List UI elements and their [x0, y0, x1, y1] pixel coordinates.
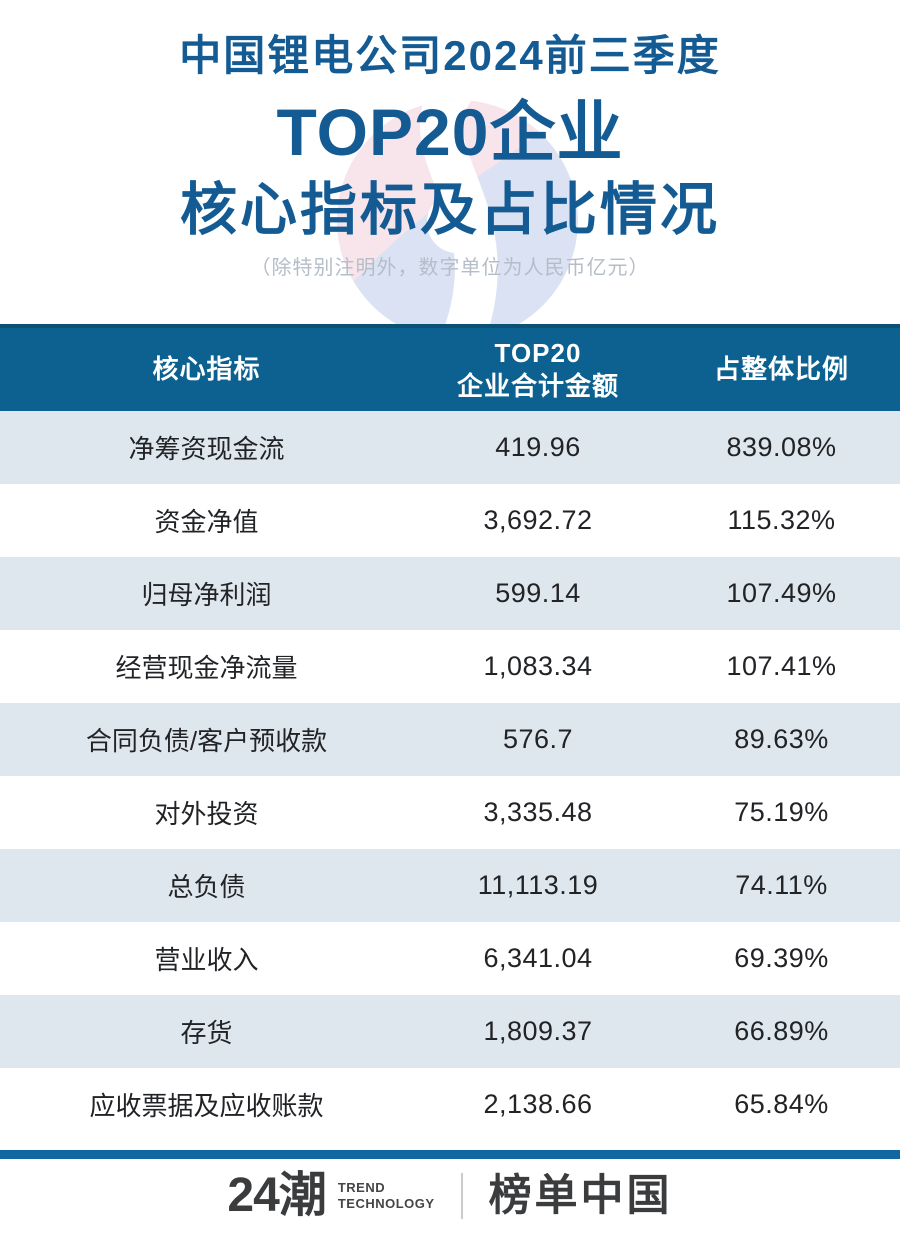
- brand-bangdan-china-logo: 榜单中国: [488, 1171, 673, 1220]
- footer-divider: [460, 1173, 463, 1219]
- table-row: 合同负债/客户预收款 576.7 89.63%: [0, 703, 900, 776]
- table-row: 总负债 11,113.19 74.11%: [0, 849, 900, 922]
- row-label: 存货: [180, 1018, 233, 1048]
- row-label: 净筹资现金流: [128, 434, 285, 464]
- row-ratio: 69.39%: [734, 943, 829, 973]
- page-title-line2: TOP20企业: [276, 95, 624, 170]
- table-header-row: 核心指标 TOP20 企业合计金额 占整体比例: [0, 324, 900, 411]
- row-amount: 3,692.72: [483, 505, 593, 535]
- row-label: 总负债: [167, 872, 246, 902]
- brand-trend-technology-label: TREND TECHNOLOGY: [337, 1179, 435, 1211]
- page-title-line3: 核心指标及占比情况: [180, 178, 720, 243]
- accent-bar: [0, 1150, 900, 1159]
- row-label: 归母净利润: [141, 580, 272, 610]
- row-amount: 11,113.19: [477, 870, 599, 900]
- table-row: 经营现金净流量 1,083.34 107.41%: [0, 630, 900, 703]
- row-ratio: 75.19%: [734, 797, 829, 827]
- row-amount: 6,341.04: [483, 943, 593, 973]
- table-row: 存货 1,809.37 66.89%: [0, 995, 900, 1068]
- footer-brands: 24潮 TREND TECHNOLOGY 榜单中国: [0, 1164, 900, 1228]
- row-amount: 2,138.66: [483, 1089, 593, 1119]
- row-ratio: 839.08%: [726, 432, 837, 462]
- row-amount: 1,809.37: [483, 1016, 593, 1046]
- row-label: 合同负债/客户预收款: [85, 726, 328, 756]
- title-block: 中国锂电公司2024前三季度 TOP20企业 核心指标及占比情况 （除特别注明外…: [0, 32, 900, 280]
- table-row: 归母净利润 599.14 107.49%: [0, 557, 900, 630]
- unit-note: （除特别注明外，数字单位为人民币亿元）: [250, 257, 650, 280]
- page-title-line1: 中国锂电公司2024前三季度: [179, 32, 721, 79]
- row-label: 资金净值: [154, 507, 259, 537]
- table-row: 应收票据及应收账款 2,138.66 65.84%: [0, 1068, 900, 1141]
- row-amount: 419.96: [495, 432, 581, 462]
- row-ratio: 107.41%: [726, 651, 837, 681]
- table-row: 资金净值 3,692.72 115.32%: [0, 484, 900, 557]
- row-amount: 3,335.48: [483, 797, 593, 827]
- row-label: 营业收入: [154, 945, 259, 975]
- row-ratio: 66.89%: [734, 1016, 829, 1046]
- row-ratio: 89.63%: [734, 724, 829, 754]
- indicator-table: 核心指标 TOP20 企业合计金额 占整体比例 净筹资现金流 419.96 83…: [0, 324, 900, 1141]
- table-row: 净筹资现金流 419.96 839.08%: [0, 411, 900, 484]
- row-ratio: 107.49%: [726, 578, 837, 608]
- brand-24chao-logo: 24潮: [227, 1169, 326, 1222]
- row-label: 应收票据及应收账款: [89, 1091, 324, 1121]
- row-label: 对外投资: [154, 799, 259, 829]
- row-amount: 1,083.34: [483, 651, 593, 681]
- table-row: 营业收入 6,341.04 69.39%: [0, 922, 900, 995]
- column-header-ratio: 占整体比例: [713, 354, 849, 385]
- row-ratio: 115.32%: [727, 505, 836, 535]
- column-header-indicator: 核心指标: [152, 354, 261, 385]
- column-header-amount: TOP20 企业合计金额: [456, 338, 619, 401]
- row-ratio: 74.11%: [735, 870, 828, 900]
- table-row: 对外投资 3,335.48 75.19%: [0, 776, 900, 849]
- row-ratio: 65.84%: [734, 1089, 829, 1119]
- row-amount: 576.7: [502, 724, 574, 754]
- row-amount: 599.14: [495, 578, 581, 608]
- row-label: 经营现金净流量: [115, 653, 298, 683]
